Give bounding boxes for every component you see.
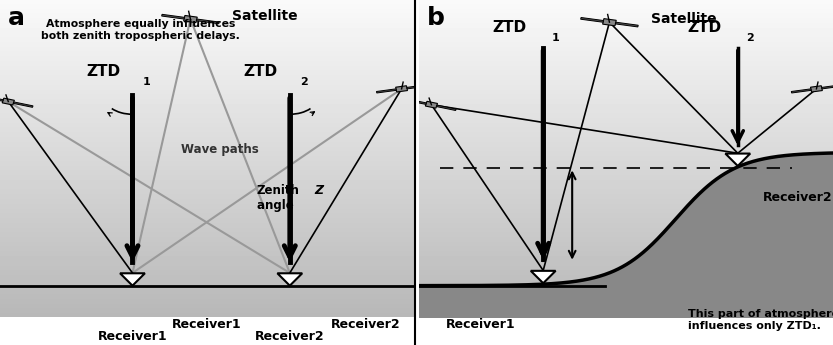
- Polygon shape: [616, 22, 638, 27]
- Polygon shape: [162, 14, 184, 19]
- Polygon shape: [581, 18, 603, 22]
- Text: Z: Z: [315, 184, 324, 197]
- Polygon shape: [531, 271, 556, 283]
- Text: ZTD: ZTD: [492, 20, 526, 35]
- Text: Receiver2: Receiver2: [331, 318, 400, 331]
- Text: 2: 2: [300, 77, 308, 87]
- Polygon shape: [602, 19, 616, 26]
- Text: This part of atmosphere
influences only ZTD₁.: This part of atmosphere influences only …: [688, 309, 833, 331]
- Polygon shape: [726, 154, 751, 166]
- Text: 1: 1: [142, 77, 151, 87]
- Polygon shape: [183, 16, 197, 23]
- Text: Atmosphere equally influences
both zenith tropospheric delays.: Atmosphere equally influences both zenit…: [42, 19, 240, 41]
- Polygon shape: [120, 273, 145, 286]
- Polygon shape: [821, 85, 833, 89]
- Polygon shape: [436, 105, 456, 110]
- Polygon shape: [791, 89, 811, 93]
- Polygon shape: [197, 19, 219, 24]
- Polygon shape: [2, 98, 14, 105]
- Polygon shape: [396, 86, 407, 92]
- Text: Receiver2: Receiver2: [763, 191, 832, 204]
- Text: Wave paths: Wave paths: [181, 143, 258, 156]
- Text: Receiver2: Receiver2: [255, 330, 325, 343]
- Text: 1: 1: [551, 33, 559, 43]
- Polygon shape: [0, 96, 3, 101]
- Polygon shape: [277, 273, 302, 286]
- Text: Receiver1: Receiver1: [172, 318, 242, 331]
- Polygon shape: [377, 89, 397, 93]
- Text: Zenith
angle: Zenith angle: [257, 184, 300, 212]
- Polygon shape: [811, 86, 822, 92]
- Polygon shape: [407, 99, 426, 105]
- Text: Satellite: Satellite: [651, 12, 716, 26]
- Text: ZTD: ZTD: [86, 65, 120, 79]
- Polygon shape: [13, 102, 33, 107]
- Text: a: a: [8, 6, 25, 30]
- Text: 2: 2: [746, 33, 754, 43]
- Text: Satellite: Satellite: [232, 9, 297, 23]
- Polygon shape: [407, 85, 426, 89]
- Text: Receiver1: Receiver1: [97, 330, 167, 343]
- Text: Receiver1: Receiver1: [446, 318, 516, 331]
- Text: b: b: [427, 6, 445, 30]
- Text: ZTD: ZTD: [687, 20, 721, 35]
- Polygon shape: [426, 101, 437, 108]
- Text: ZTD: ZTD: [243, 65, 277, 79]
